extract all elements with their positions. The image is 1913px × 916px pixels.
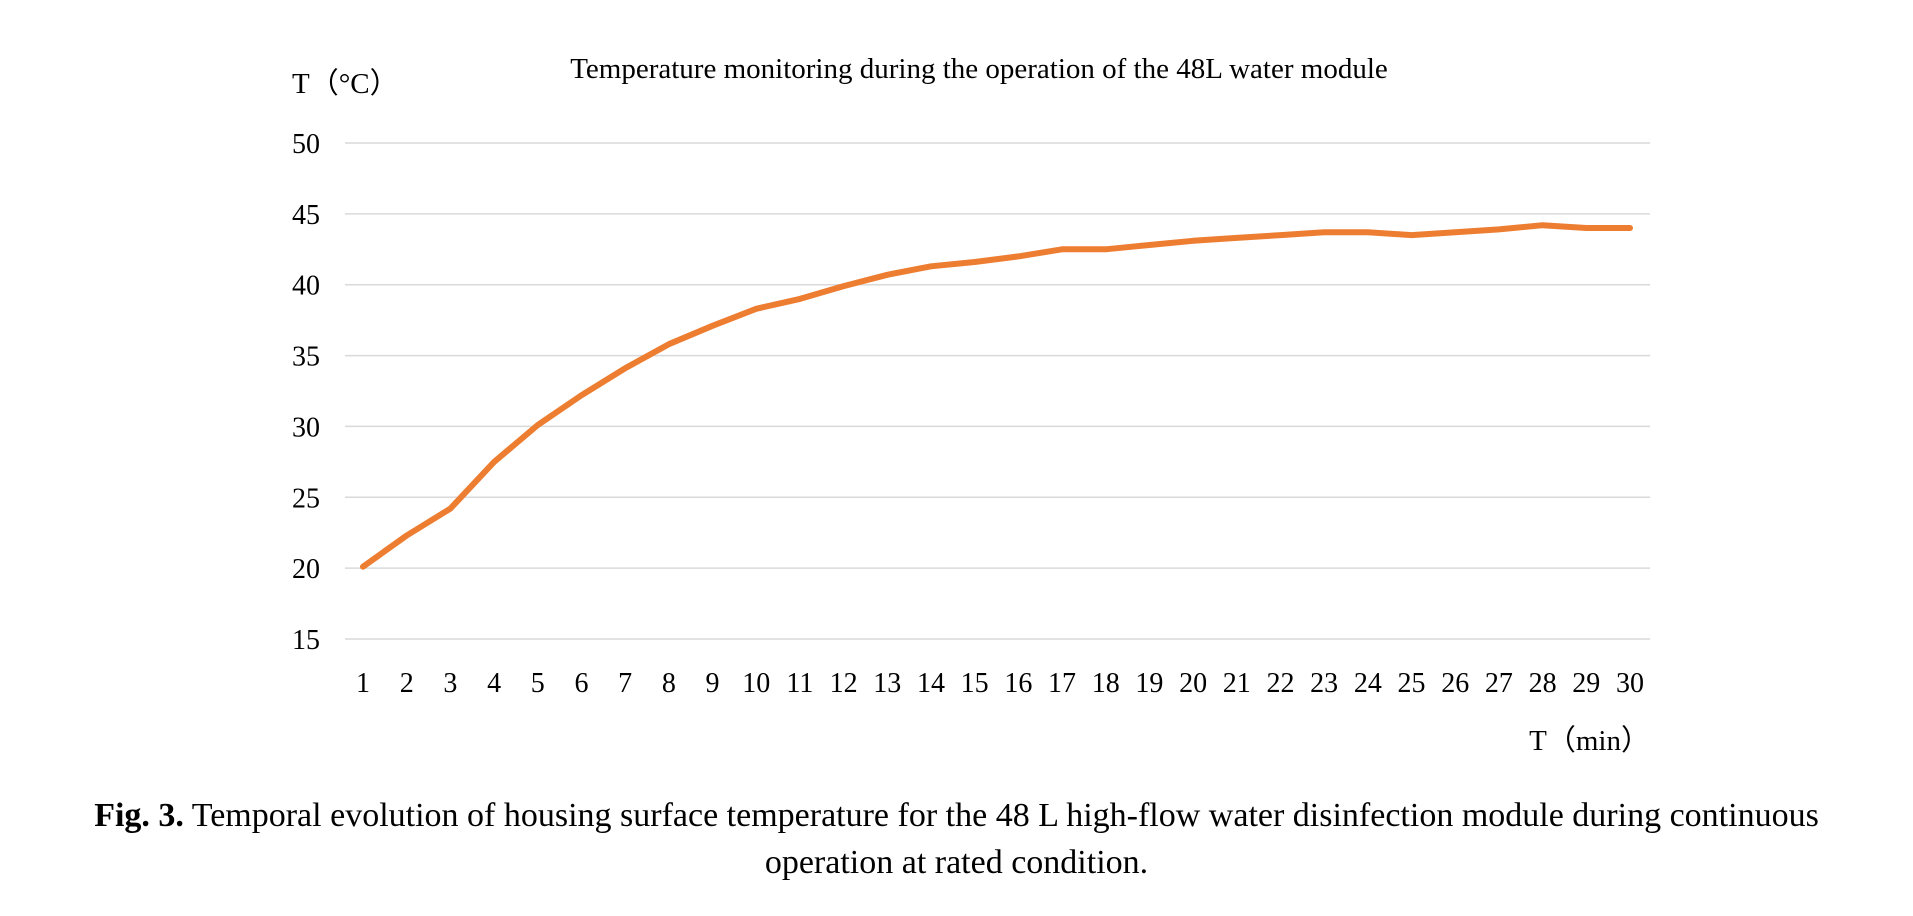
data-point: [1583, 225, 1589, 231]
x-tick-label: 11: [786, 668, 813, 699]
x-tick-label: 12: [830, 668, 858, 699]
x-tick-label: 5: [531, 668, 545, 699]
x-tick-label: 8: [662, 668, 676, 699]
x-tick-label: 3: [443, 668, 457, 699]
x-tick-label: 28: [1529, 668, 1557, 699]
data-point: [622, 365, 628, 371]
data-point: [1277, 232, 1283, 238]
data-point: [1103, 246, 1109, 252]
y-tick-label: 30: [292, 412, 320, 443]
x-tick-label: 19: [1135, 668, 1163, 699]
data-point: [1059, 246, 1065, 252]
data-point: [841, 283, 847, 289]
x-tick-label: 20: [1179, 668, 1207, 699]
y-tick-label: 40: [292, 271, 320, 302]
data-point: [1190, 238, 1196, 244]
x-tick-label: 25: [1398, 668, 1426, 699]
y-tick-label: 15: [292, 625, 320, 656]
data-point: [535, 422, 541, 428]
x-tick-label: 4: [487, 668, 501, 699]
data-point: [1627, 225, 1633, 231]
data-point: [884, 272, 890, 278]
x-tick-label: 6: [574, 668, 588, 699]
x-tick-label: 7: [618, 668, 632, 699]
data-point: [1321, 229, 1327, 235]
data-point: [972, 259, 978, 265]
x-tick-label: 18: [1092, 668, 1120, 699]
x-tick-label: 14: [917, 668, 945, 699]
y-tick-label: 20: [292, 554, 320, 585]
x-tick-label: 27: [1485, 668, 1513, 699]
y-axis-label: T（°C）: [292, 68, 399, 100]
caption-label: Fig. 3.: [94, 797, 184, 834]
data-point: [666, 341, 672, 347]
data-point: [491, 459, 497, 465]
y-tick-label: 35: [292, 342, 320, 373]
line-chart: Temperature monitoring during the operat…: [292, 53, 1650, 757]
x-tick-label: 2: [400, 668, 414, 699]
data-point: [447, 506, 453, 512]
x-tick-label: 17: [1048, 668, 1076, 699]
caption-text: Temporal evolution of housing surface te…: [183, 797, 1819, 881]
x-tick-label: 16: [1004, 668, 1032, 699]
x-tick-labels: 1 2 3 4 5 6 7 8 9 10 11 12 13 14 15 16 17 18 19 20 21 22 23 24 2…: [356, 668, 1644, 699]
x-tick-label: 22: [1266, 668, 1294, 699]
data-point: [1234, 235, 1240, 241]
x-tick-label: 9: [706, 668, 720, 699]
data-point: [1496, 226, 1502, 232]
chart-title: Temperature monitoring during the operat…: [570, 53, 1388, 85]
series-line-0: [360, 222, 1633, 570]
x-tick-label: 1: [356, 668, 370, 699]
x-tick-label: 24: [1354, 668, 1382, 699]
data-point: [404, 533, 410, 539]
y-tick-label: 45: [292, 200, 320, 231]
data-point: [797, 296, 803, 302]
data-point: [1015, 253, 1021, 259]
gridlines: [345, 142, 1650, 640]
data-point: [1452, 229, 1458, 235]
data-point: [753, 306, 759, 312]
data-point: [1409, 232, 1415, 238]
data-point: [1146, 242, 1152, 248]
series-layer: [360, 222, 1633, 570]
data-point: [1540, 222, 1546, 228]
x-tick-label: 21: [1223, 668, 1251, 699]
data-point: [1365, 229, 1371, 235]
x-tick-label: 23: [1310, 668, 1338, 699]
data-point: [710, 323, 716, 329]
data-point: [578, 392, 584, 398]
x-tick-label: 29: [1572, 668, 1600, 699]
x-tick-label: 30: [1616, 668, 1644, 699]
x-axis-label: T（min）: [1529, 725, 1650, 757]
x-tick-label: 10: [742, 668, 770, 699]
data-point: [928, 263, 934, 269]
x-tick-label: 13: [873, 668, 901, 699]
x-tick-label: 15: [961, 668, 989, 699]
y-tick-label: 50: [292, 129, 320, 160]
x-tick-label: 26: [1441, 668, 1469, 699]
y-tick-labels: 15 20 25 30 35 40 45 50: [292, 129, 320, 656]
y-tick-label: 25: [292, 483, 320, 514]
data-point: [360, 564, 366, 570]
figure-caption: Fig. 3. Temporal evolution of housing su…: [80, 792, 1833, 886]
